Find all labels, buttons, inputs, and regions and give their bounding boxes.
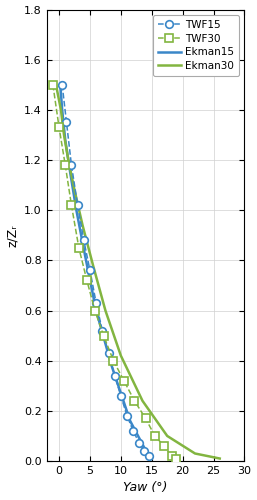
Ekman15 bbox=[110, 362, 113, 368]
TWF15 bbox=[147, 453, 150, 459]
Ekman15 bbox=[75, 207, 78, 213]
Ekman30 bbox=[59, 107, 62, 113]
TWF15 bbox=[132, 428, 135, 434]
TWF15 bbox=[82, 238, 85, 244]
TWF30 bbox=[163, 443, 166, 449]
Ekman30 bbox=[166, 433, 169, 439]
TWF30 bbox=[133, 398, 136, 404]
TWF30 bbox=[58, 124, 61, 130]
Line: Ekman15: Ekman15 bbox=[60, 85, 149, 456]
TWF15 bbox=[107, 350, 110, 356]
Ekman30 bbox=[141, 398, 144, 404]
TWF15 bbox=[101, 328, 104, 334]
Ekman30 bbox=[67, 157, 70, 163]
Ekman15 bbox=[69, 170, 72, 175]
TWF15 bbox=[138, 440, 141, 446]
TWF30 bbox=[122, 378, 125, 384]
TWF30 bbox=[170, 453, 173, 459]
TWF30 bbox=[144, 416, 147, 422]
TWF15 bbox=[119, 393, 122, 399]
TWF15 bbox=[143, 448, 146, 454]
TWF15 bbox=[70, 162, 73, 168]
TWF15 bbox=[76, 202, 79, 208]
Line: TWF30: TWF30 bbox=[49, 81, 180, 462]
TWF30 bbox=[77, 245, 80, 251]
TWF15 bbox=[113, 372, 116, 378]
Ekman15 bbox=[95, 308, 98, 314]
Legend: TWF15, TWF30, Ekman15, Ekman30: TWF15, TWF30, Ekman15, Ekman30 bbox=[153, 15, 239, 76]
Ekman15 bbox=[59, 82, 62, 88]
Ekman30 bbox=[119, 352, 122, 358]
Ekman30 bbox=[73, 187, 76, 193]
Ekman30 bbox=[54, 82, 58, 88]
Ekman30 bbox=[91, 262, 95, 268]
TWF15 bbox=[125, 413, 128, 419]
TWF15 bbox=[95, 300, 98, 306]
Ekman15 bbox=[84, 252, 87, 258]
TWF30 bbox=[175, 456, 178, 462]
Ekman30 bbox=[62, 132, 66, 138]
Ekman15 bbox=[128, 418, 132, 424]
Ekman30 bbox=[104, 308, 107, 314]
Ekman15 bbox=[64, 137, 67, 143]
TWF30 bbox=[93, 308, 96, 314]
Y-axis label: z/Zᵣ: z/Zᵣ bbox=[6, 224, 19, 246]
Ekman30 bbox=[218, 456, 221, 462]
TWF30 bbox=[153, 433, 157, 439]
TWF30 bbox=[85, 278, 88, 283]
TWF30 bbox=[51, 82, 54, 88]
TWF15 bbox=[61, 82, 64, 88]
TWF15 bbox=[65, 120, 68, 126]
TWF30 bbox=[112, 358, 115, 364]
TWF30 bbox=[70, 202, 73, 208]
Ekman15 bbox=[61, 107, 64, 113]
Ekman30 bbox=[194, 450, 197, 456]
TWF15 bbox=[88, 268, 91, 274]
Ekman15 bbox=[147, 453, 150, 459]
X-axis label: Yaw (°): Yaw (°) bbox=[123, 482, 168, 494]
Ekman30 bbox=[81, 222, 84, 228]
TWF30 bbox=[64, 162, 67, 168]
TWF30 bbox=[102, 332, 105, 338]
Line: Ekman30: Ekman30 bbox=[56, 85, 220, 458]
Line: TWF15: TWF15 bbox=[58, 81, 152, 460]
